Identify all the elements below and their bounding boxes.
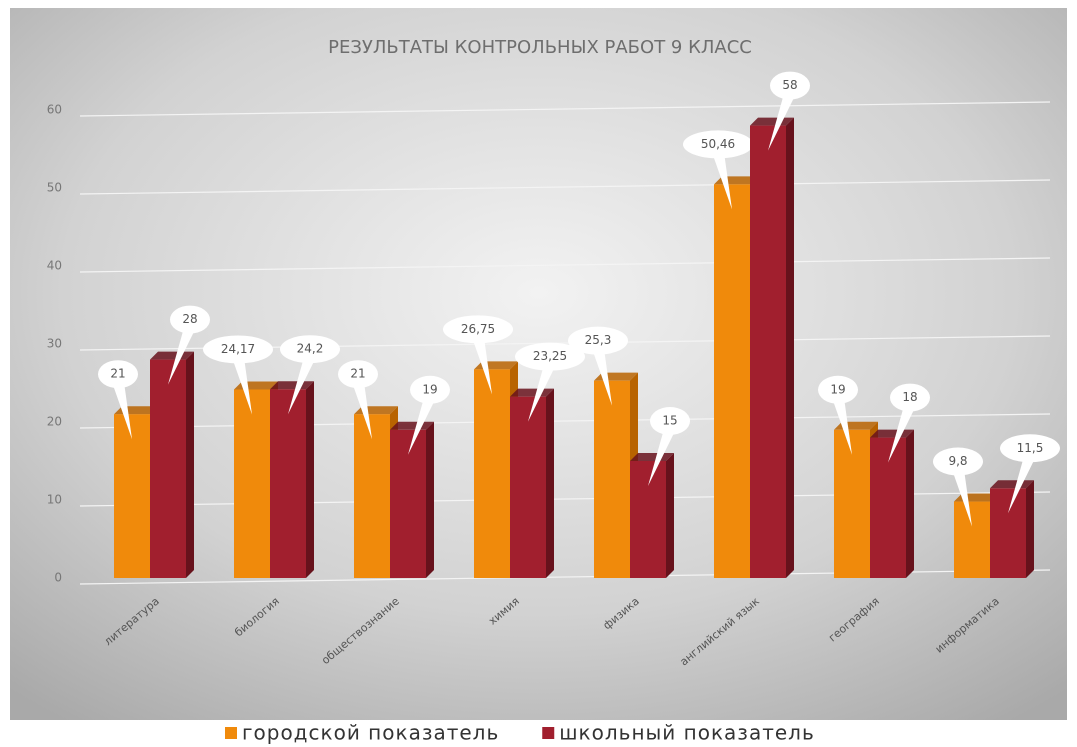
bar-front	[594, 380, 630, 578]
callout-tail	[952, 469, 972, 527]
grid-line	[79, 101, 1051, 117]
callout	[515, 342, 585, 371]
callout-tail	[888, 405, 916, 463]
data-label: 24,2	[297, 342, 324, 356]
chart-title: РЕЗУЛЬТАТЫ КОНТРОЛЬНЫХ РАБОТ 9 КЛАСС	[328, 37, 752, 58]
callout	[770, 71, 810, 100]
grid-line	[79, 179, 1051, 195]
bar-front	[834, 429, 870, 578]
bar-front	[630, 461, 666, 578]
callout-tail	[768, 93, 796, 151]
callout	[1000, 434, 1060, 463]
data-label: 28	[182, 312, 197, 326]
data-label: 23,25	[533, 349, 567, 363]
callout	[568, 326, 628, 355]
bar-side	[786, 117, 794, 578]
data-label: 21	[110, 367, 125, 381]
bar-front	[714, 184, 750, 579]
callout	[933, 447, 983, 476]
data-label: 24,17	[221, 342, 255, 356]
bar-front	[510, 396, 546, 578]
callout-tail	[528, 364, 556, 422]
bar-front	[990, 488, 1026, 578]
y-tick-label: 0	[54, 571, 62, 585]
legend-label: школьный показатель	[559, 721, 814, 745]
bar	[150, 351, 194, 578]
legend-swatch	[542, 727, 555, 739]
y-tick-label: 50	[47, 181, 62, 195]
bar-front	[750, 125, 786, 578]
y-tick-label: 10	[47, 493, 62, 507]
bar-side	[666, 453, 674, 578]
data-label: 50,46	[701, 137, 735, 151]
bar-front	[354, 414, 390, 578]
bar-front	[234, 389, 270, 578]
callout	[650, 407, 690, 435]
callout-tail	[832, 397, 852, 455]
bar-front	[114, 414, 150, 578]
callout	[203, 335, 273, 364]
data-label: 19	[830, 382, 845, 396]
bar-front	[954, 501, 990, 578]
y-tick-label: 30	[47, 337, 62, 351]
y-tick-label: 40	[47, 259, 62, 273]
data-label: 15	[662, 414, 677, 428]
bar-front	[390, 429, 426, 578]
callout-tail	[408, 397, 436, 455]
data-label: 9,8	[948, 454, 967, 468]
bar-side	[186, 351, 194, 578]
callout	[890, 383, 930, 412]
grid-line	[79, 257, 1051, 273]
callout-tail	[352, 382, 372, 440]
bar	[390, 421, 434, 578]
bar	[510, 388, 554, 578]
bar-side	[306, 381, 314, 578]
callout	[170, 305, 210, 334]
callout-tail	[472, 337, 492, 395]
bar-front	[870, 437, 906, 578]
data-label: 26,75	[461, 322, 495, 336]
bar-front	[474, 369, 510, 578]
data-label: 18	[902, 390, 917, 404]
data-label: 25,3	[585, 333, 612, 347]
legend-label: городской показатель	[242, 721, 499, 745]
data-label: 19	[422, 382, 437, 396]
callout-tail	[288, 357, 316, 415]
callout-tail	[648, 429, 676, 486]
callout	[338, 360, 378, 389]
bar-front	[270, 389, 306, 578]
data-label: 21	[350, 367, 365, 381]
callout	[280, 335, 340, 364]
y-tick-label: 20	[47, 415, 62, 429]
bar	[270, 381, 314, 578]
bar-front	[150, 359, 186, 578]
callout	[683, 130, 753, 159]
callout	[443, 315, 513, 344]
callout-tail	[112, 382, 132, 440]
y-tick-label: 60	[47, 103, 62, 117]
legend-swatch	[225, 727, 237, 739]
bar-side	[906, 429, 914, 578]
bar-side	[426, 421, 434, 578]
data-label: 58	[782, 78, 797, 92]
callout	[818, 375, 858, 404]
callout-tail	[1008, 456, 1036, 514]
data-label: 11,5	[1017, 441, 1044, 455]
callout-tail	[592, 348, 612, 406]
callout-tail	[168, 327, 196, 385]
bar-side	[546, 388, 554, 578]
bar	[630, 453, 674, 578]
callout-tail	[712, 152, 732, 210]
callout-tail	[232, 357, 252, 415]
bar	[870, 429, 914, 578]
bar-side	[1026, 480, 1034, 578]
bar	[750, 117, 794, 578]
bar	[990, 480, 1034, 578]
callout	[98, 360, 138, 389]
callout	[410, 375, 450, 404]
